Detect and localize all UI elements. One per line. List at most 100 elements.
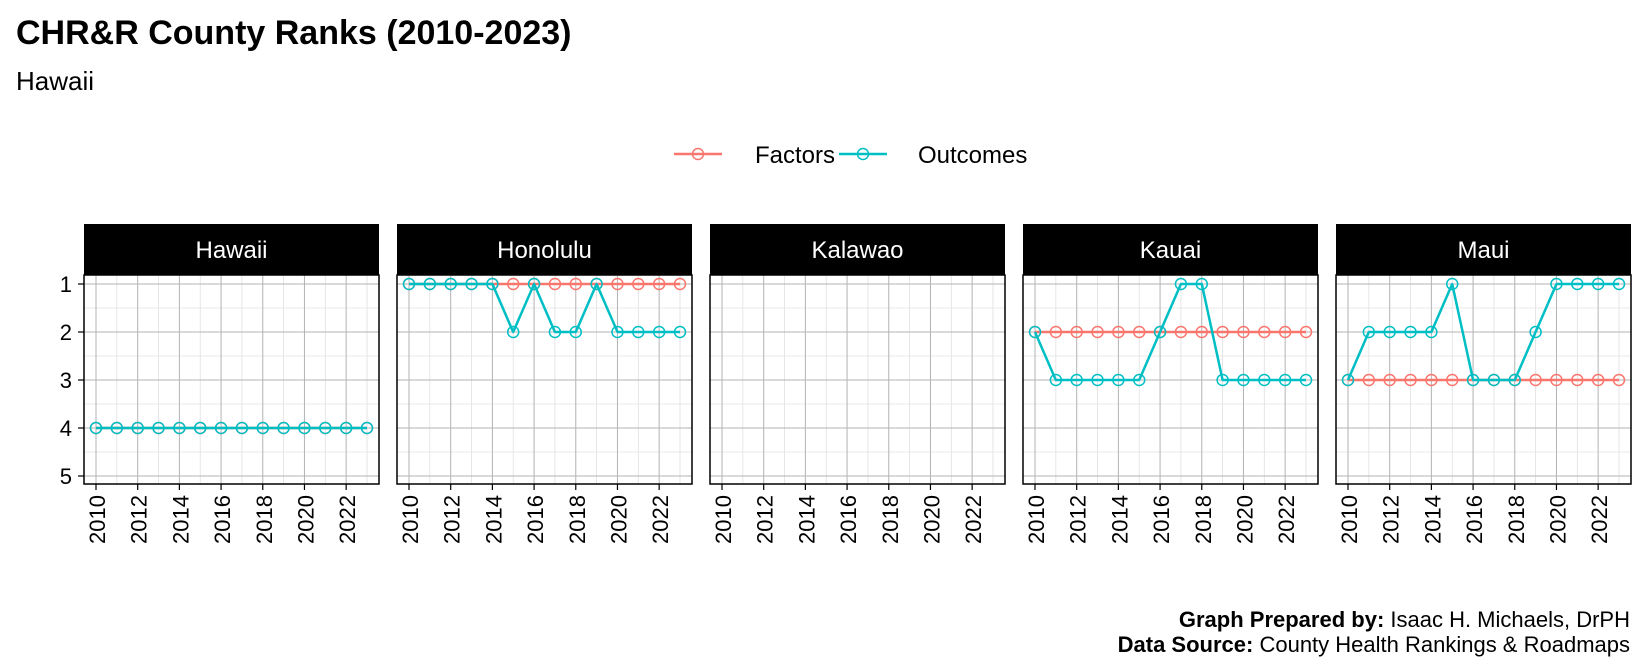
facet-panels: Hawaii 2010 2012 2014 2016 2018 2020 2022 1 2 3 4 5 H… (60, 224, 1632, 544)
data-point (1112, 373, 1125, 387)
y-tick-label: 5 (60, 464, 72, 489)
x-tick-label: 2016 (1149, 495, 1174, 544)
data-point (1174, 325, 1188, 339)
x-tick-label: 2012 (1066, 495, 1091, 544)
data-point (193, 421, 207, 435)
data-point (214, 421, 228, 435)
data-point (1383, 373, 1396, 387)
panel-border (396, 274, 693, 485)
caption-prepared-value: Isaac H. Michaels, DrPH (1384, 607, 1630, 632)
data-point (1216, 373, 1229, 387)
data-point (1049, 325, 1063, 339)
x-axis-kauai: 2010 2012 2014 2016 2018 2020 2022 (1024, 484, 1299, 544)
panel-kauai: Kauai 2010 2012 2014 2016 2018 2020 2022 (1022, 224, 1319, 544)
y-axis: 1 2 3 4 5 (60, 272, 84, 489)
y-tick-label: 1 (60, 272, 72, 297)
data-point (319, 421, 332, 435)
data-point (1258, 325, 1271, 339)
data-point (673, 277, 687, 291)
data-point (1049, 373, 1063, 387)
data-point (1132, 373, 1146, 387)
x-tick-label: 2014 (481, 495, 506, 544)
data-point (1571, 277, 1584, 291)
data-point (652, 325, 666, 339)
strip-label-maui: Maui (1457, 237, 1509, 264)
x-tick-label: 2012 (1379, 495, 1404, 544)
y-tick-label: 4 (60, 416, 72, 441)
data-point (173, 421, 186, 435)
x-tick-label: 2014 (1107, 495, 1132, 544)
data-point (339, 421, 353, 435)
x-tick-label: 2018 (878, 495, 903, 544)
data-point (1425, 373, 1438, 387)
data-point (1070, 373, 1083, 387)
data-point (402, 277, 416, 291)
data-point (1529, 373, 1542, 387)
data-point (1258, 373, 1271, 387)
series-outcomes-kauai (1028, 277, 1313, 387)
data-point (1425, 325, 1438, 339)
data-point (131, 421, 144, 435)
panel-kalawao: Kalawao 2010 2012 2014 2016 2018 2020 2022 (709, 224, 1006, 544)
x-tick-label: 2022 (1587, 495, 1612, 544)
legend-label: Factors (755, 142, 835, 169)
x-tick-label: 2018 (565, 495, 590, 544)
data-point (1091, 373, 1104, 387)
data-point (1112, 325, 1125, 339)
panel-border (1022, 274, 1319, 485)
data-point (110, 421, 124, 435)
series-line (1033, 282, 1306, 382)
data-point (1028, 325, 1042, 339)
data-point (1404, 373, 1417, 387)
caption-source-label: Data Source: (1118, 632, 1254, 657)
strip-background (397, 224, 692, 275)
x-tick-label: 2010 (1337, 495, 1362, 544)
caption-prepared-label: Graph Prepared by: (1179, 607, 1384, 632)
x-tick-label: 2020 (919, 495, 944, 544)
data-point (423, 277, 437, 291)
data-point (1278, 325, 1292, 339)
x-tick-label: 2022 (335, 495, 360, 544)
panel-hawaii: Hawaii 2010 2012 2014 2016 2018 2020 2022 1 2 3 4 5 (60, 224, 380, 544)
data-point (506, 277, 520, 291)
series-outcomes-hawaii (89, 421, 374, 435)
x-tick-label: 2010 (85, 495, 110, 544)
x-tick-label: 2022 (1274, 495, 1299, 544)
panel-border (709, 274, 1006, 485)
legend-item-outcomes: Outcomes (839, 142, 1027, 169)
data-point (1174, 277, 1188, 291)
x-tick-label: 2010 (1024, 495, 1049, 544)
strip-label-honolulu: Honolulu (497, 237, 592, 264)
panel-border (1335, 274, 1632, 485)
data-point (1571, 373, 1584, 387)
x-tick-label: 2018 (252, 495, 277, 544)
data-point (548, 277, 562, 291)
series-line (409, 282, 680, 334)
data-point (1550, 277, 1563, 291)
y-tick-label: 3 (60, 368, 72, 393)
legend-item-factors: Factors (674, 142, 835, 169)
x-axis-honolulu: 2010 2012 2014 2016 2018 2020 2022 (398, 484, 673, 544)
data-point (1237, 325, 1250, 339)
data-point (1070, 325, 1083, 339)
x-tick-label: 2022 (648, 495, 673, 544)
data-point (611, 277, 624, 291)
y-tick-label: 2 (60, 320, 72, 345)
data-point (277, 421, 290, 435)
data-point (611, 325, 624, 339)
data-point (1487, 373, 1501, 387)
x-axis-maui: 2010 2012 2014 2016 2018 2020 2022 (1337, 484, 1612, 544)
data-point (1404, 325, 1417, 339)
x-tick-label: 2020 (1232, 495, 1257, 544)
panel-maui: Maui 2010 2012 2014 2016 2018 2020 2022 (1335, 224, 1632, 544)
x-tick-label: 2022 (961, 495, 986, 544)
data-point (1278, 373, 1292, 387)
data-point (527, 277, 541, 291)
x-tick-label: 2016 (1462, 495, 1487, 544)
chart-title: CHR&R County Ranks (2010-2023) (16, 14, 572, 52)
x-tick-label: 2012 (440, 495, 465, 544)
strip-label-hawaii: Hawaii (195, 237, 267, 264)
data-point (1508, 373, 1522, 387)
series-outcomes-honolulu (402, 277, 687, 339)
